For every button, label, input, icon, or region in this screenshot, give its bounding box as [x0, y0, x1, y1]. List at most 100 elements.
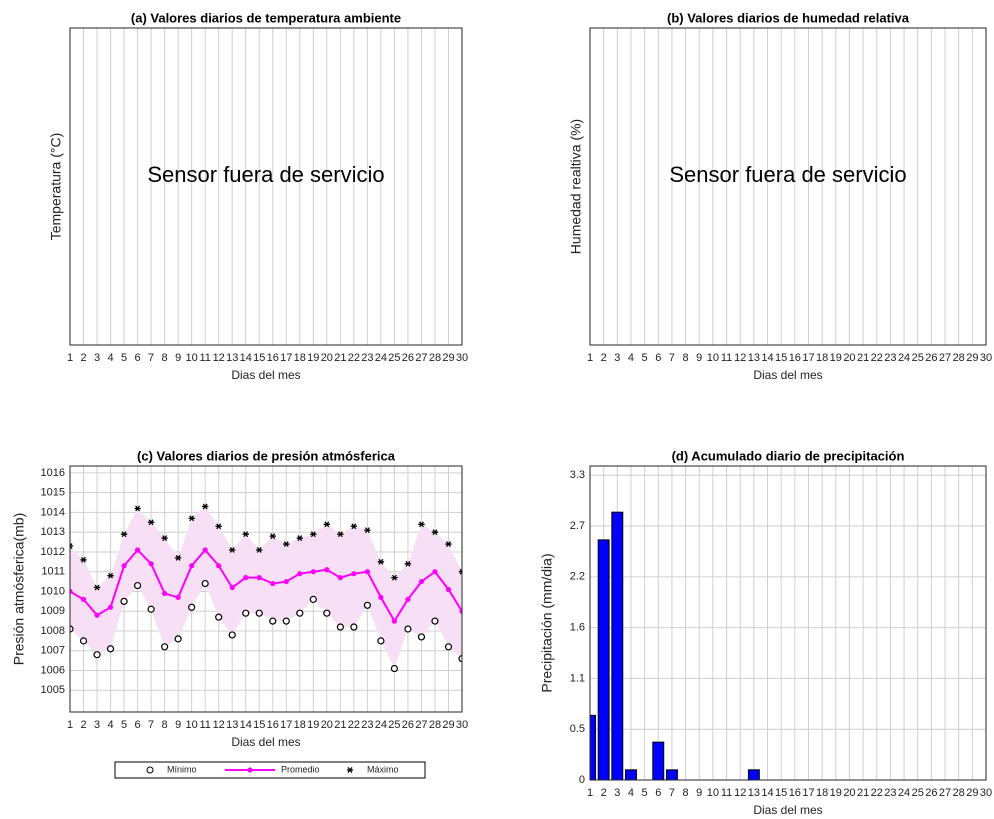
x-tick-label: 4 — [628, 787, 634, 799]
x-tick-label: 28 — [429, 352, 441, 364]
x-tick-label: 28 — [953, 787, 965, 799]
x-tick-label: 9 — [175, 719, 181, 731]
bar — [652, 741, 665, 780]
annotation: Sensor fuera de servicio — [669, 162, 906, 187]
point-marker — [404, 625, 412, 633]
x-tick-label: 12 — [734, 787, 746, 799]
x-tick-label: 26 — [925, 787, 937, 799]
point-marker — [350, 523, 358, 530]
x-tick-label: 17 — [280, 352, 292, 364]
point-marker — [228, 631, 236, 639]
x-tick-label: 2 — [601, 352, 607, 364]
point-marker — [161, 643, 169, 651]
point-marker — [215, 613, 223, 621]
x-tick-label: 24 — [375, 719, 387, 731]
legend-marker — [146, 766, 154, 774]
x-tick-label: 10 — [707, 352, 719, 364]
x-tick-label: 30 — [980, 787, 992, 799]
y-axis-label: Precipitación (mm/dia) — [539, 553, 555, 692]
x-tick-label: 8 — [683, 787, 689, 799]
x-tick-label: 10 — [186, 719, 198, 731]
point-marker — [297, 571, 303, 577]
point-marker — [377, 558, 385, 565]
point-marker — [79, 637, 88, 645]
y-axis-label: Temperatura (°C) — [48, 133, 64, 241]
point-marker — [350, 623, 358, 631]
y-tick-label: 1013 — [41, 526, 65, 538]
plot-area — [590, 28, 986, 345]
x-tick-label: 10 — [186, 352, 198, 364]
point-marker — [351, 571, 357, 577]
x-tick-label: 19 — [830, 787, 842, 799]
range-band — [70, 506, 462, 669]
chart-title: (d) Acumulado diario de precipitación — [672, 448, 905, 463]
y-tick-label: 1007 — [41, 645, 65, 657]
x-tick-label: 15 — [253, 352, 265, 364]
y-tick-label: 1011 — [41, 566, 65, 578]
point-marker — [201, 503, 209, 510]
x-tick-label: 8 — [683, 352, 689, 364]
y-tick-label: 1008 — [41, 625, 65, 637]
x-tick-label: 20 — [321, 719, 333, 731]
x-tick-label: 13 — [748, 352, 760, 364]
x-tick-label: 2 — [601, 787, 607, 799]
point-marker — [188, 515, 195, 522]
point-marker — [229, 584, 235, 591]
y-tick-label: 1009 — [41, 605, 65, 617]
x-tick-label: 18 — [294, 352, 306, 364]
point-marker — [243, 575, 249, 581]
x-tick-label: 2 — [80, 719, 86, 731]
x-tick-label: 30 — [456, 719, 468, 731]
x-tick-label: 3 — [94, 719, 100, 731]
point-marker — [94, 612, 100, 618]
x-tick-label: 16 — [789, 352, 801, 364]
x-tick-label: 7 — [669, 352, 675, 364]
point-marker — [216, 563, 222, 569]
x-tick-label: 6 — [655, 787, 661, 799]
bar — [597, 539, 610, 780]
x-tick-label: 9 — [175, 352, 181, 364]
point-marker — [431, 529, 439, 536]
x-tick-label: 18 — [816, 787, 828, 799]
x-tick-label: 24 — [375, 352, 387, 364]
y-tick-label: 2.2 — [570, 571, 585, 583]
x-tick-label: 3 — [94, 352, 100, 364]
x-tick-label: 6 — [655, 352, 661, 364]
y-axis-label: Presión atmósferica(mb) — [11, 513, 27, 666]
x-tick-label: 23 — [884, 352, 896, 364]
x-tick-label: 19 — [307, 719, 319, 731]
plot-frame — [69, 465, 463, 713]
point-marker — [93, 584, 101, 591]
point-marker — [120, 597, 128, 605]
x-tick-label: 29 — [442, 352, 454, 364]
point-marker — [324, 567, 330, 573]
x-tick-label: 21 — [857, 352, 869, 364]
plot-content — [70, 503, 462, 673]
point-marker — [201, 579, 209, 588]
point-marker — [336, 623, 344, 631]
legend-label: Mínimo — [167, 764, 197, 774]
point-marker — [310, 569, 316, 575]
x-tick-label: 25 — [388, 719, 400, 731]
x-tick-label: 6 — [135, 719, 141, 731]
point-marker — [256, 547, 263, 553]
x-tick-label: 15 — [775, 352, 787, 364]
y-tick-label: 1016 — [41, 467, 65, 479]
x-tick-label: 27 — [415, 719, 427, 731]
x-tick-label: 22 — [348, 352, 360, 364]
point-marker — [174, 635, 182, 643]
point-marker — [363, 601, 371, 609]
x-tick-label: 27 — [415, 352, 427, 364]
x-tick-label: 11 — [199, 719, 210, 731]
x-tick-label: 16 — [789, 787, 801, 799]
x-tick-label: 9 — [696, 352, 702, 364]
x-tick-label: 5 — [642, 787, 648, 799]
x-tick-label: 9 — [696, 787, 702, 799]
x-tick-label: 1 — [67, 352, 73, 364]
y-tick-label: 1010 — [41, 585, 65, 597]
point-marker — [242, 609, 250, 617]
y-tick-label: 2.7 — [570, 520, 585, 532]
point-marker — [242, 531, 249, 538]
legend-label: Promedio — [281, 764, 320, 774]
